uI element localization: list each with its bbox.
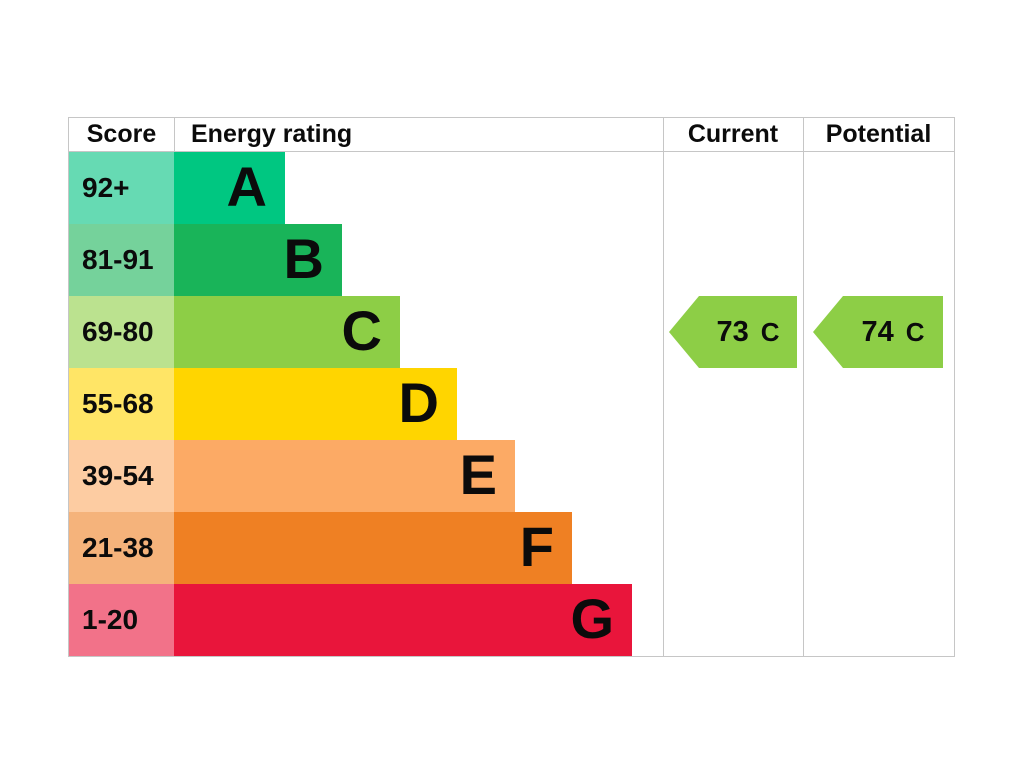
epc-rating-table: Score Energy rating Current Potential 92… [68,117,955,657]
band-letter-c: C [341,299,382,362]
rating-bar-e: E [174,440,515,512]
header-potential: Potential [825,120,932,148]
rating-bar-d: D [174,368,457,440]
current-rating-arrow: 73 C [669,296,797,368]
potential-rating-label: 74 C [843,296,943,368]
potential-band: C [905,316,925,347]
epc-row-f: 21-38 F [69,512,954,584]
band-letter-b: B [283,227,324,290]
band-letter-g: G [570,587,614,650]
epc-row-c: 69-80 C [69,296,954,368]
score-range-b: 81-91 [69,224,174,296]
current-value: 73 [716,315,749,348]
potential-rating-arrow: 74 C [813,296,943,368]
potential-column-divider [803,118,804,656]
current-band: C [760,316,780,347]
current-column-divider [663,118,664,656]
score-column-divider [174,118,175,151]
left-arrow-shape-icon [813,296,943,368]
epc-row-d: 55-68 D [69,368,954,440]
left-arrow-shape-icon [669,296,797,368]
epc-row-e: 39-54 E [69,440,954,512]
rating-bar-b: B [174,224,342,296]
band-letter-e: E [459,443,497,506]
header-current: Current [687,120,779,148]
score-range-f: 21-38 [69,512,174,584]
rating-bar-g: G [174,584,632,656]
band-letter-a: A [226,155,267,218]
band-letter-f: F [519,515,554,578]
table-header-row: Score Energy rating Current Potential [69,118,954,152]
rating-bar-f: F [174,512,572,584]
epc-row-b: 81-91 B [69,224,954,296]
score-range-c: 69-80 [69,296,174,368]
header-energy-rating: Energy rating [191,120,353,148]
score-range-g: 1-20 [69,584,174,656]
potential-value: 74 [861,315,894,348]
epc-row-a: 92+ A [69,152,954,224]
epc-row-g: 1-20 G [69,584,954,656]
score-range-d: 55-68 [69,368,174,440]
current-rating-label: 73 C [699,296,797,368]
score-range-a: 92+ [69,152,174,224]
header-score: Score [86,120,157,148]
rating-bar-a: A [174,152,285,224]
band-letter-d: D [398,371,439,434]
score-range-e: 39-54 [69,440,174,512]
rating-bar-c: C [174,296,400,368]
